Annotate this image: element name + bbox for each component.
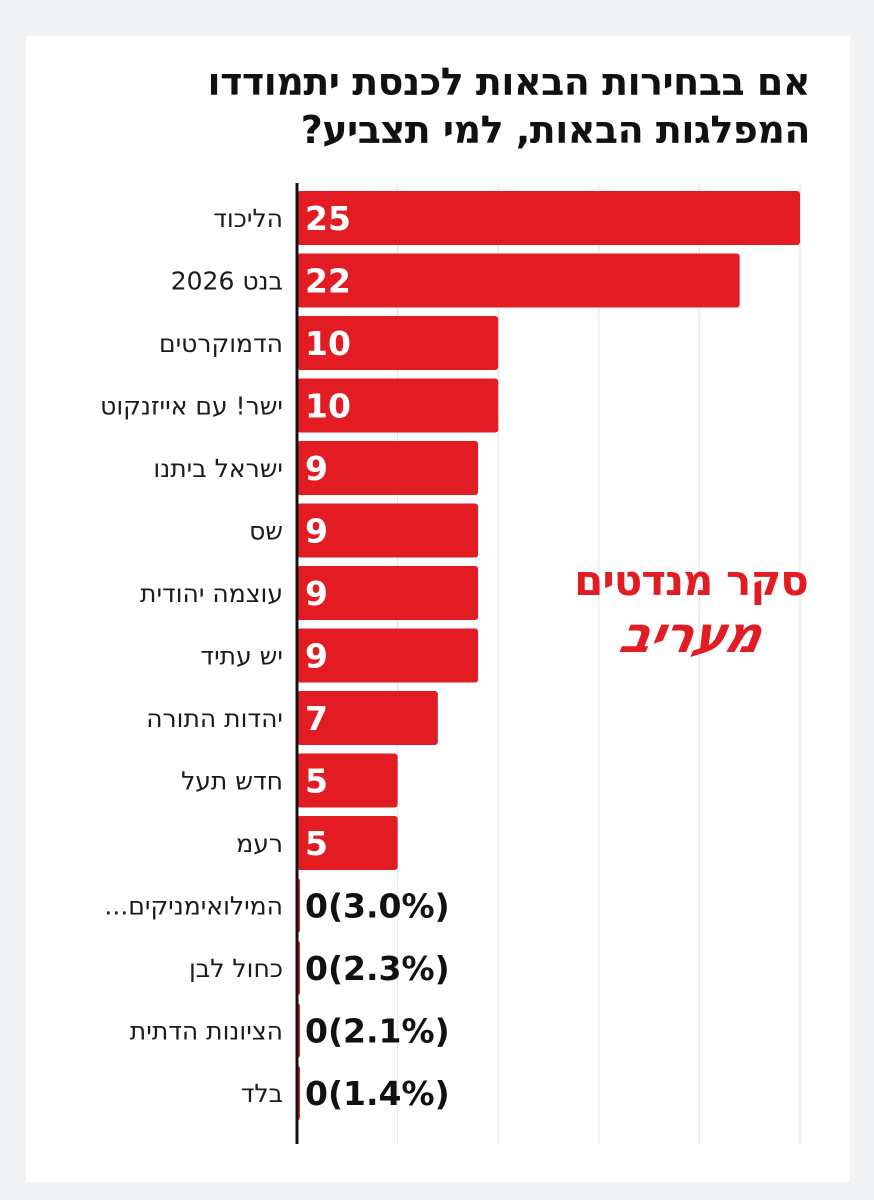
category-label: הדמוקרטים: [159, 329, 283, 358]
value-label: 22: [305, 262, 351, 301]
category-labels: הליכוד בנט 2026 הדמוקרטים ישר! עם אייזנקוט י…: [100, 204, 283, 1108]
category-label: בלד: [241, 1079, 283, 1108]
bar: [297, 253, 740, 308]
category-label: הציונות הדתית: [130, 1017, 283, 1046]
value-label: 9: [305, 637, 328, 676]
value-label: 0(2.1%): [305, 1012, 450, 1051]
value-label: 10: [305, 324, 351, 363]
value-label: 9: [305, 449, 328, 488]
category-label: ישר! עם אייזנקוט: [100, 392, 283, 421]
value-label: 9: [305, 574, 328, 613]
value-label: 0(2.3%): [305, 949, 450, 988]
category-label: הליכוד: [213, 204, 283, 233]
bar: [297, 441, 479, 495]
value-label: 5: [305, 762, 328, 801]
bar-chart: הליכוד בנט 2026 הדמוקרטים ישר! עם אייזנקוט י…: [100, 183, 801, 1144]
value-label: 9: [305, 512, 328, 551]
poll-branding: סקר מנדטים מעריב: [556, 556, 826, 664]
value-label: 5: [305, 824, 328, 863]
category-label: יהדות התורה: [146, 704, 283, 733]
category-label: כחול לבן: [189, 954, 283, 983]
value-label: 10: [305, 387, 351, 426]
value-labels: 25 22 10 10 9 9 9 9 7 5 5 0(3.0%) 0(2.3%) 0(2.1%) 0(1.…: [305, 199, 450, 1113]
value-label: 25: [305, 199, 351, 238]
category-label: רעמ: [236, 829, 283, 858]
category-label: יש עתיד: [200, 642, 283, 671]
category-label: ישראל ביתנו: [153, 454, 283, 483]
chart-title: אם בבחירות הבאות לכנסת יתמודדו המפלגות ה…: [207, 60, 811, 152]
bar: [297, 316, 499, 370]
value-label: 0(3.0%): [305, 887, 450, 926]
category-label: בנט 2026: [171, 267, 283, 296]
value-label: 0(1.4%): [305, 1074, 450, 1113]
category-label: ...המילואימניקים: [104, 892, 283, 921]
bar: [297, 191, 800, 245]
value-label: 7: [305, 699, 328, 738]
bar: [297, 753, 398, 808]
bar: [297, 566, 479, 620]
bar: [297, 691, 438, 745]
bar: [297, 628, 479, 683]
category-label: שס: [249, 517, 283, 546]
bar: [297, 378, 499, 433]
chart-card: אם בבחירות הבאות לכנסת יתמודדו המפלגות ה…: [26, 36, 850, 1182]
maariv-logo: מעריב: [614, 606, 768, 664]
bar: [297, 816, 398, 870]
brand-subtitle: סקר מנדטים: [574, 556, 809, 605]
category-label: חדש תעל: [181, 767, 283, 796]
bars: [297, 191, 800, 1120]
category-label: עוצמה יהודית: [140, 579, 283, 608]
bar: [297, 503, 479, 558]
